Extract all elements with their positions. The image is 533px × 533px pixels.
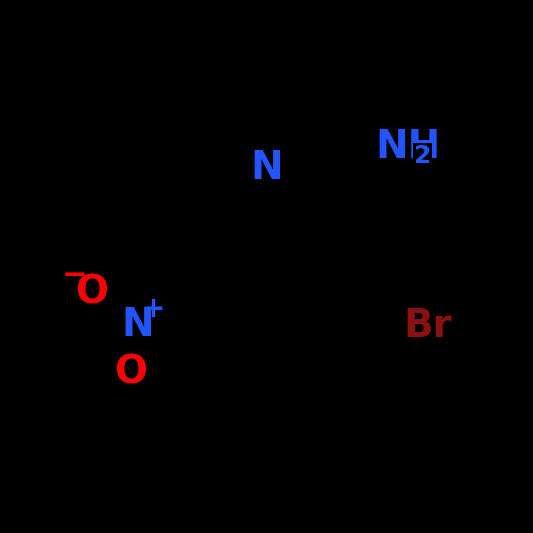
Text: O: O [115, 353, 147, 391]
Text: O: O [76, 273, 108, 311]
Text: 2: 2 [414, 143, 431, 167]
Text: NH: NH [375, 127, 441, 166]
Text: N: N [121, 306, 154, 344]
Text: Br: Br [403, 308, 452, 345]
Text: +: + [142, 295, 165, 323]
Text: N: N [250, 149, 283, 187]
Text: −: − [62, 261, 87, 289]
